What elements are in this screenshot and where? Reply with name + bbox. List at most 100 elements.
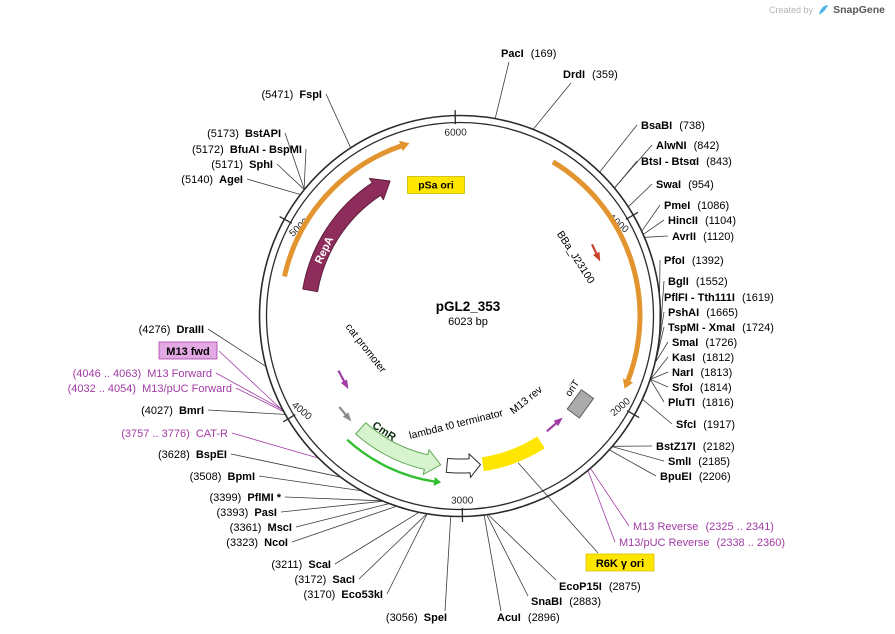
lambda-t0-label[interactable]: lambda t0 terminator [408,407,505,442]
cat-promoter-label[interactable]: cat promoter [343,321,389,375]
site-label-text[interactable]: HincII (1104) [668,215,736,227]
site-label-bgli[interactable]: BglI (1552) [668,276,728,288]
site-label-text[interactable]: (3170) Eco53kI [304,589,383,601]
site-label-m13-puc-reverse[interactable]: M13/pUC Reverse (2338 .. 2360) [619,537,785,549]
site-label-avrii[interactable]: AvrII (1120) [672,231,734,243]
site-label-ncoi[interactable]: (3323) NcoI [226,537,288,549]
site-label-text[interactable]: (3361) MscI [230,522,292,534]
site-label-alwni[interactable]: AlwNI (842) [656,140,719,152]
site-label-btsi-bts-i[interactable]: BtsI - BtsαI (843) [641,156,732,168]
psa-ori-label-box-text[interactable]: pSa ori [418,180,454,192]
lambda-t0-terminator-arrow[interactable] [445,453,481,479]
site-label-sphi[interactable]: (5171) SphI [211,159,273,171]
site-label-snabi[interactable]: SnaBI (2883) [531,596,601,608]
site-label-text[interactable]: (3211) ScaI [271,559,331,571]
site-label-smli[interactable]: SmlI (2185) [668,456,730,468]
feature-rep-region-arc[interactable] [281,140,410,277]
site-label-sfoi[interactable]: SfoI (1814) [672,382,732,394]
site-label-text[interactable]: AcuI (2896) [497,612,560,624]
site-label-agei[interactable]: (5140) AgeI [181,174,243,186]
site-label-text[interactable]: (4276) DraIII [139,324,204,336]
cmr-cds-arrow[interactable] [355,422,442,475]
site-label-text[interactable]: EcoP15I (2875) [559,581,641,593]
site-label-sfci[interactable]: SfcI (1917) [676,419,735,431]
site-label-text[interactable]: M13 Reverse (2325 .. 2341) [633,521,774,533]
feature-lambda-t0-terminator[interactable] [445,453,481,479]
site-label-fspi[interactable]: (5471) FspI [262,89,322,101]
site-label-acui[interactable]: AcuI (2896) [497,612,560,624]
site-label-saci[interactable]: (3172) SacI [295,574,356,586]
site-label-smai[interactable]: SmaI (1726) [672,337,737,349]
site-label-text[interactable]: SmaI (1726) [672,337,737,349]
m13-rev-primer-arrow-icon[interactable] [546,417,563,433]
rep-region-arc-arc[interactable] [281,143,402,277]
site-label-text[interactable]: (3172) SacI [295,574,356,586]
m13-rev-label[interactable]: M13 rev [508,383,546,417]
site-label-pmei[interactable]: PmeI (1086) [664,200,729,212]
site-label-text[interactable]: (5172) BfuAI - BspMI [192,144,302,156]
cmr-orf-arc-arc[interactable] [346,438,435,483]
r6k-gamma-ori-arc-arc[interactable] [481,436,545,472]
feature-r6k-gamma-ori-arc[interactable] [481,436,545,472]
site-label-text[interactable]: (3757 .. 3776) CAT-R [121,428,228,440]
site-label-bfuai-bspmi[interactable]: (5172) BfuAI - BspMI [192,144,302,156]
site-label-text[interactable]: (3323) NcoI [226,537,288,549]
site-label-text[interactable]: SfoI (1814) [672,382,732,394]
site-label-text[interactable]: TspMI - XmaI (1724) [668,322,774,334]
site-label-pluti[interactable]: PluTI (1816) [668,397,734,409]
site-label-text[interactable]: (4027) BmrI [141,405,204,417]
site-label-tspmi-xmai[interactable]: TspMI - XmaI (1724) [668,322,774,334]
orit-box[interactable] [566,388,595,419]
site-label-box[interactable] [585,553,655,572]
site-label-text[interactable]: PflFI - Tth111I (1619) [664,292,774,304]
site-label-draiii[interactable]: (4276) DraIII [139,324,204,336]
site-label-m13-reverse[interactable]: M13 Reverse (2325 .. 2341) [633,521,774,533]
site-label-text[interactable]: BpuEI (2206) [660,471,731,483]
site-label-eco53ki[interactable]: (3170) Eco53kI [304,589,383,601]
site-label-ecop15i[interactable]: EcoP15I (2875) [559,581,641,593]
site-label-scai[interactable]: (3211) ScaI [271,559,331,571]
site-label-swai[interactable]: SwaI (954) [656,179,714,191]
bba-j23100-label[interactable]: BBa_J23100 [554,229,597,286]
feature-cmr-orf-arc[interactable] [346,438,442,486]
site-label-text[interactable]: (3056) SpeI [386,612,447,624]
site-label-m13-fwd[interactable]: M13 fwd [158,341,218,360]
site-label-paci[interactable]: PacI (169) [501,48,556,60]
bba-j23100-promoter-arrow-icon[interactable] [591,243,601,262]
site-label-text[interactable]: SmlI (2185) [668,456,730,468]
site-label-text[interactable]: BsaBI (738) [641,120,705,132]
site-label-pasi[interactable]: (3393) PasI [217,507,278,519]
feature-psa-ori-label-box[interactable]: pSa ori [407,176,465,194]
site-label-text[interactable]: SfcI (1917) [676,419,735,431]
psa-ori-label-box[interactable] [407,176,465,194]
site-label-text[interactable]: (5173) BstAPI [207,128,281,140]
site-label-bpmi[interactable]: (3508) BpmI [190,471,255,483]
mob-region-arc-arc[interactable] [551,159,643,382]
site-label-text[interactable]: NarI (1813) [672,367,732,379]
site-label-pshai[interactable]: PshAI (1665) [668,307,738,319]
site-label-text[interactable]: AvrII (1120) [672,231,734,243]
site-label-kasi[interactable]: KasI (1812) [672,352,734,364]
feature-repa-cds[interactable] [302,177,391,293]
site-label-text[interactable]: BstZ17I (2182) [656,441,735,453]
site-label-drdi[interactable]: DrdI (359) [563,69,618,81]
site-label-text[interactable]: (3399) PflMI * [210,492,282,504]
site-label-m13-puc-forward[interactable]: (4032 .. 4054) M13/pUC Forward [68,383,232,395]
m13-fwd-primer-arrow-icon[interactable] [337,370,349,390]
site-label-text[interactable]: M13/pUC Reverse (2338 .. 2360) [619,537,785,549]
site-label-text[interactable]: DrdI (359) [563,69,618,81]
feature-cmr-cds[interactable] [355,422,442,475]
site-label-text[interactable]: PshAI (1665) [668,307,738,319]
site-label-hincii[interactable]: HincII (1104) [668,215,736,227]
site-label-r6k-ori[interactable]: R6K γ ori [585,553,655,572]
site-label-text[interactable]: PluTI (1816) [668,397,734,409]
site-label-bspei[interactable]: (3628) BspEI [158,449,227,461]
site-label-text[interactable]: (5140) AgeI [181,174,243,186]
site-label-text[interactable]: (5471) FspI [262,89,322,101]
site-label-pflmi[interactable]: (3399) PflMI * [210,492,282,504]
site-label-text[interactable]: (4046 .. 4063) M13 Forward [73,368,212,380]
feature-mob-region-arc[interactable] [551,159,643,389]
site-label-text[interactable]: (3508) BpmI [190,471,255,483]
repa-cds-arrow[interactable] [302,177,391,293]
site-label-box[interactable] [158,341,218,360]
